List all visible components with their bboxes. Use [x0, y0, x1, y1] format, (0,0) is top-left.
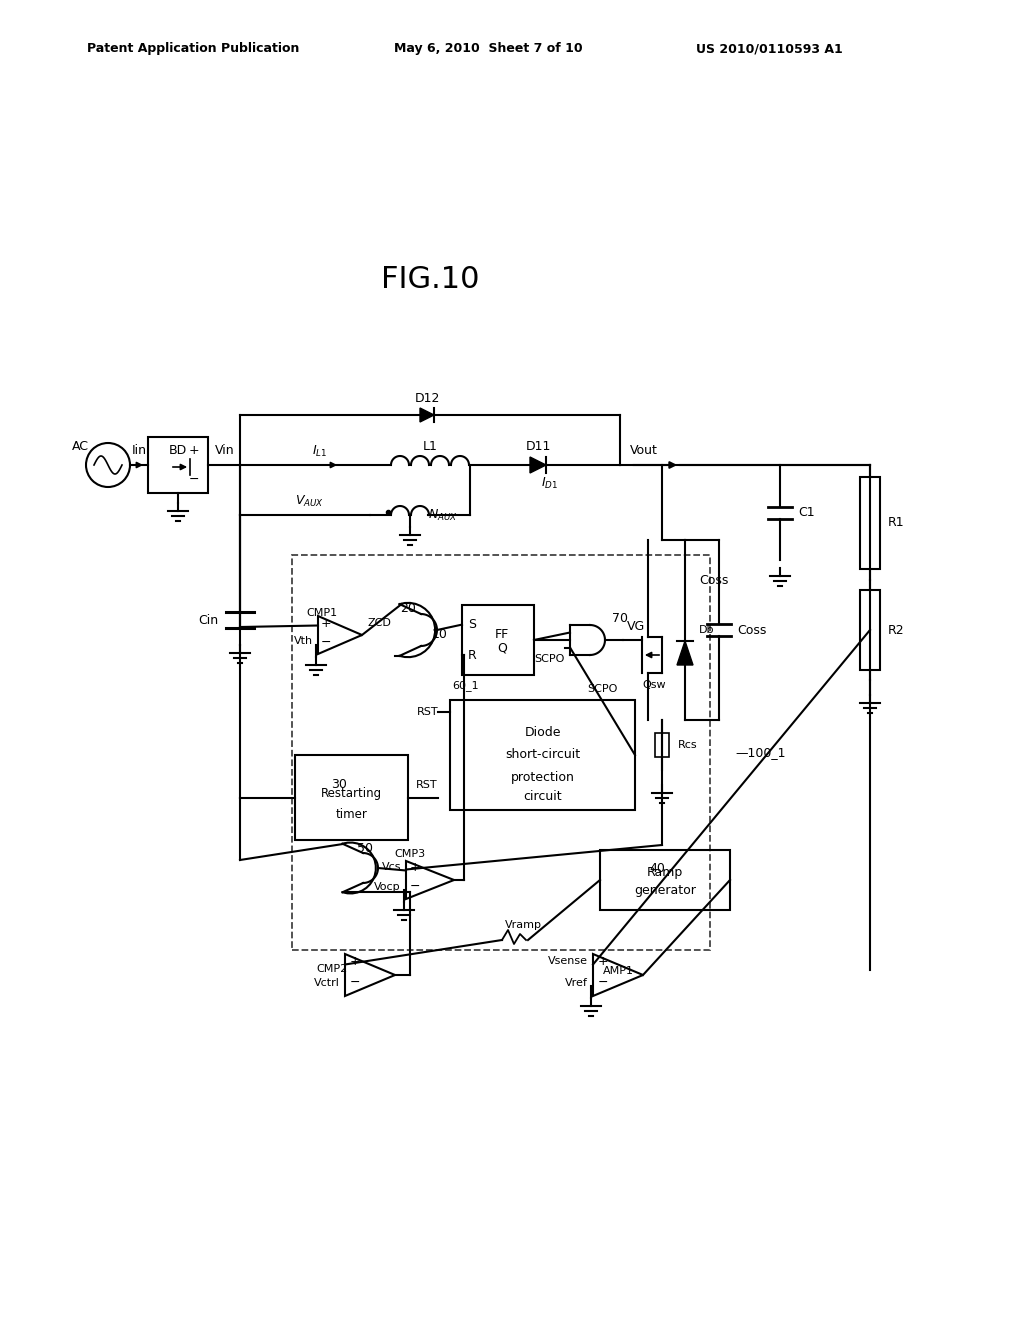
Text: Coss: Coss — [699, 573, 728, 586]
Text: Vcs: Vcs — [382, 862, 401, 873]
Text: −: − — [410, 880, 420, 894]
Bar — [860, 590, 880, 671]
Polygon shape — [677, 642, 693, 665]
Text: short-circuit: short-circuit — [505, 748, 580, 762]
Text: protection: protection — [511, 771, 574, 784]
Text: Vsense: Vsense — [548, 957, 588, 966]
Text: 10: 10 — [432, 627, 449, 640]
Text: C1: C1 — [798, 506, 815, 519]
Text: $I_{D1}$: $I_{D1}$ — [542, 475, 558, 491]
Text: D11: D11 — [525, 441, 551, 454]
Text: VG: VG — [627, 619, 645, 632]
Text: US 2010/0110593 A1: US 2010/0110593 A1 — [696, 42, 843, 55]
Text: 30: 30 — [331, 779, 346, 791]
Text: CMP3: CMP3 — [394, 849, 426, 859]
Text: R2: R2 — [888, 623, 904, 636]
Text: Restarting: Restarting — [321, 787, 382, 800]
Text: Vth: Vth — [294, 636, 313, 647]
Text: 70: 70 — [612, 611, 628, 624]
Text: Vocp: Vocp — [375, 882, 401, 891]
Text: Qsw: Qsw — [642, 680, 666, 690]
Text: Rcs: Rcs — [678, 741, 697, 750]
Text: $I_{L1}$: $I_{L1}$ — [312, 444, 328, 458]
Text: Vout: Vout — [630, 445, 657, 458]
Text: Cin: Cin — [198, 614, 218, 627]
Text: —100_1: —100_1 — [735, 746, 785, 759]
Text: ZCD: ZCD — [367, 618, 391, 628]
Text: Patent Application Publication: Patent Application Publication — [87, 42, 299, 55]
Bar — [462, 605, 534, 675]
Text: −: − — [598, 975, 608, 989]
Text: May 6, 2010  Sheet 7 of 10: May 6, 2010 Sheet 7 of 10 — [394, 42, 583, 55]
Text: SCPO: SCPO — [588, 684, 617, 694]
Text: R: R — [468, 649, 476, 661]
Text: AMP1: AMP1 — [602, 966, 634, 975]
Text: 20: 20 — [400, 602, 416, 615]
Text: L1: L1 — [423, 441, 437, 454]
Bar — [295, 755, 408, 840]
Text: generator: generator — [634, 883, 696, 896]
Text: Vctrl: Vctrl — [314, 978, 340, 987]
Text: Vref: Vref — [565, 978, 588, 987]
Text: +: + — [598, 954, 608, 968]
Text: timer: timer — [336, 808, 368, 821]
Text: Coss: Coss — [737, 623, 766, 636]
Text: Vin: Vin — [215, 445, 234, 458]
Text: S: S — [468, 618, 476, 631]
Text: RST: RST — [417, 708, 438, 717]
Text: D12: D12 — [415, 392, 439, 405]
Text: Ramp: Ramp — [647, 866, 683, 879]
Text: +: + — [321, 616, 332, 630]
Text: CMP2: CMP2 — [316, 964, 348, 974]
Text: SCPO: SCPO — [535, 655, 565, 664]
Text: +: + — [349, 954, 360, 968]
Text: Iin: Iin — [131, 445, 146, 458]
Text: −: − — [321, 636, 331, 649]
Text: 50: 50 — [357, 842, 373, 854]
Bar — [600, 850, 730, 909]
Text: FF: FF — [495, 627, 509, 640]
Text: $N_{AUX}$: $N_{AUX}$ — [428, 507, 458, 523]
Text: CMP1: CMP1 — [306, 609, 338, 618]
Text: 60_1: 60_1 — [452, 681, 478, 692]
Text: Db: Db — [699, 624, 715, 635]
Text: +: + — [188, 445, 200, 458]
Text: Q: Q — [497, 642, 507, 655]
Text: −: − — [188, 473, 200, 486]
Text: 40: 40 — [649, 862, 665, 874]
Bar — [450, 700, 635, 810]
Polygon shape — [420, 408, 434, 422]
Bar — [148, 437, 208, 492]
Text: AC: AC — [72, 441, 88, 454]
Text: Vramp: Vramp — [505, 920, 542, 931]
Polygon shape — [530, 457, 546, 473]
Text: BD: BD — [169, 445, 187, 458]
Text: −: − — [350, 975, 360, 989]
Text: Diode: Diode — [524, 726, 561, 739]
Text: FIG.10: FIG.10 — [381, 265, 479, 294]
Text: R1: R1 — [888, 516, 904, 529]
Bar — [860, 477, 880, 569]
Text: circuit: circuit — [523, 791, 562, 804]
Bar — [655, 733, 669, 756]
Text: $V_{AUX}$: $V_{AUX}$ — [296, 494, 325, 508]
Text: RST: RST — [416, 780, 437, 791]
Text: +: + — [410, 861, 420, 874]
Bar — [292, 554, 710, 950]
